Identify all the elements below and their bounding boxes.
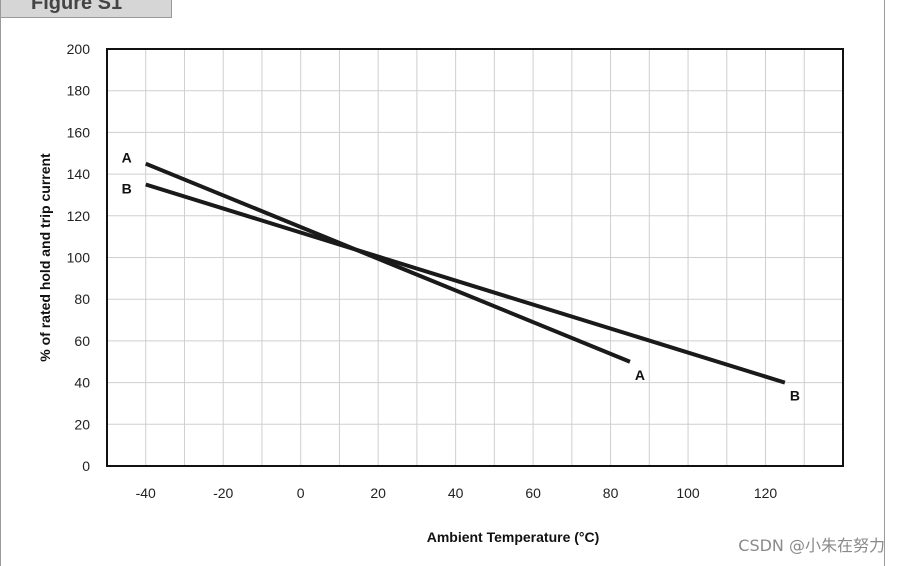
- grid: [107, 49, 843, 466]
- x-tick-label: 100: [676, 485, 700, 501]
- x-tick-label: 60: [525, 485, 541, 501]
- series-line-a: [144, 161, 631, 364]
- y-tick-label: 180: [67, 83, 91, 99]
- y-tick-label: 20: [74, 416, 90, 432]
- figure-tab: Figure S1: [0, 0, 172, 18]
- x-tick-label: 20: [370, 485, 386, 501]
- y-tick-label: 0: [82, 458, 90, 474]
- series-end-label-b: B: [790, 388, 800, 404]
- plot-border: [106, 48, 844, 467]
- y-tick-label: 80: [74, 291, 90, 307]
- watermark: CSDN @小朱在努力: [738, 536, 885, 555]
- series-lines: [144, 161, 786, 385]
- x-tick-label: -40: [136, 485, 156, 501]
- x-tick-label: 0: [297, 485, 305, 501]
- x-tick-label: -20: [213, 485, 233, 501]
- y-tick-labels: 0 20 40 60 80 100 120 140 160 180 200: [67, 41, 91, 474]
- x-tick-label: 40: [448, 485, 464, 501]
- y-tick-label: 40: [74, 375, 90, 391]
- series-start-label-a: A: [122, 150, 132, 166]
- series-line-b: [145, 182, 786, 385]
- y-tick-label: 60: [74, 333, 90, 349]
- x-tick-labels: -40 -20 0 20 40 60 80 100 120: [136, 485, 778, 501]
- x-axis-title: Ambient Temperature (°C): [427, 529, 600, 545]
- x-tick-label: 80: [603, 485, 619, 501]
- series-start-label-b: B: [122, 181, 132, 197]
- y-tick-label: 100: [67, 250, 91, 266]
- y-axis-title: % of rated hold and trip current: [37, 153, 53, 362]
- y-tick-label: 160: [67, 124, 91, 140]
- series-end-label-a: A: [635, 367, 645, 383]
- x-tick-label: 120: [754, 485, 778, 501]
- y-tick-label: 120: [67, 208, 91, 224]
- y-tick-label: 200: [67, 41, 91, 57]
- y-tick-label: 140: [67, 166, 91, 182]
